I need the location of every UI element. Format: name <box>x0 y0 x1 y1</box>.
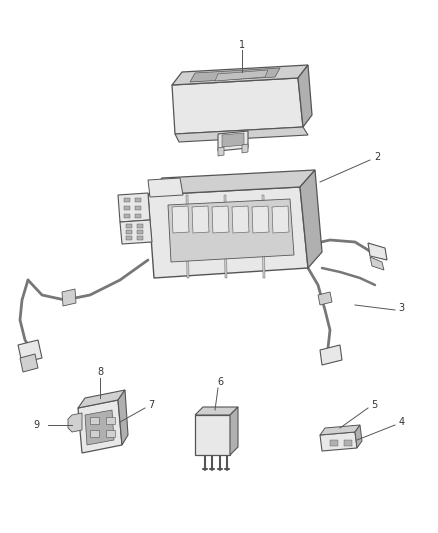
Polygon shape <box>252 206 269 233</box>
Text: 9: 9 <box>34 420 40 430</box>
Polygon shape <box>320 345 342 365</box>
Polygon shape <box>172 78 303 134</box>
Polygon shape <box>368 243 387 260</box>
Polygon shape <box>370 257 384 270</box>
Polygon shape <box>168 199 294 262</box>
Polygon shape <box>215 70 268 81</box>
Polygon shape <box>172 206 189 233</box>
Bar <box>90 430 99 437</box>
Polygon shape <box>78 400 122 453</box>
Text: 4: 4 <box>399 417 405 427</box>
Polygon shape <box>355 425 362 448</box>
Bar <box>90 417 99 424</box>
Polygon shape <box>120 220 152 244</box>
Polygon shape <box>195 407 238 415</box>
Polygon shape <box>318 292 332 305</box>
Polygon shape <box>118 390 128 445</box>
Bar <box>137 230 143 234</box>
Polygon shape <box>222 133 244 147</box>
Polygon shape <box>272 206 289 233</box>
Polygon shape <box>218 131 248 151</box>
Polygon shape <box>118 193 150 222</box>
Bar <box>137 236 143 240</box>
Text: 7: 7 <box>148 400 154 410</box>
Polygon shape <box>300 170 322 268</box>
Bar <box>106 430 115 437</box>
Polygon shape <box>148 178 183 197</box>
Bar <box>344 440 352 446</box>
Bar <box>126 236 132 240</box>
Polygon shape <box>186 195 189 278</box>
Polygon shape <box>85 410 114 445</box>
Bar <box>124 198 130 202</box>
Polygon shape <box>218 147 224 156</box>
Polygon shape <box>212 206 229 233</box>
Polygon shape <box>320 432 357 451</box>
Polygon shape <box>195 415 230 455</box>
Polygon shape <box>148 170 315 195</box>
Polygon shape <box>262 195 265 278</box>
Polygon shape <box>320 425 360 435</box>
Bar <box>135 214 141 218</box>
Text: 8: 8 <box>97 367 103 377</box>
Polygon shape <box>68 413 82 432</box>
Bar <box>126 224 132 228</box>
Bar <box>124 206 130 210</box>
Bar <box>126 230 132 234</box>
Polygon shape <box>242 144 248 153</box>
Bar <box>106 417 115 424</box>
Polygon shape <box>62 289 76 306</box>
Text: 3: 3 <box>398 303 404 313</box>
Polygon shape <box>230 407 238 455</box>
Bar <box>124 214 130 218</box>
Text: 2: 2 <box>374 152 380 162</box>
Polygon shape <box>175 127 308 142</box>
Polygon shape <box>172 65 308 85</box>
Polygon shape <box>192 206 209 233</box>
Bar <box>135 198 141 202</box>
Polygon shape <box>20 354 38 372</box>
Bar <box>135 206 141 210</box>
Polygon shape <box>224 195 227 278</box>
Polygon shape <box>18 340 42 363</box>
Text: 5: 5 <box>371 400 377 410</box>
Polygon shape <box>148 187 308 278</box>
Polygon shape <box>78 390 125 408</box>
Polygon shape <box>232 206 249 233</box>
Bar <box>137 224 143 228</box>
Text: 1: 1 <box>239 40 245 50</box>
Bar <box>330 440 338 446</box>
Polygon shape <box>190 68 280 82</box>
Text: 6: 6 <box>217 377 223 387</box>
Polygon shape <box>298 65 312 127</box>
